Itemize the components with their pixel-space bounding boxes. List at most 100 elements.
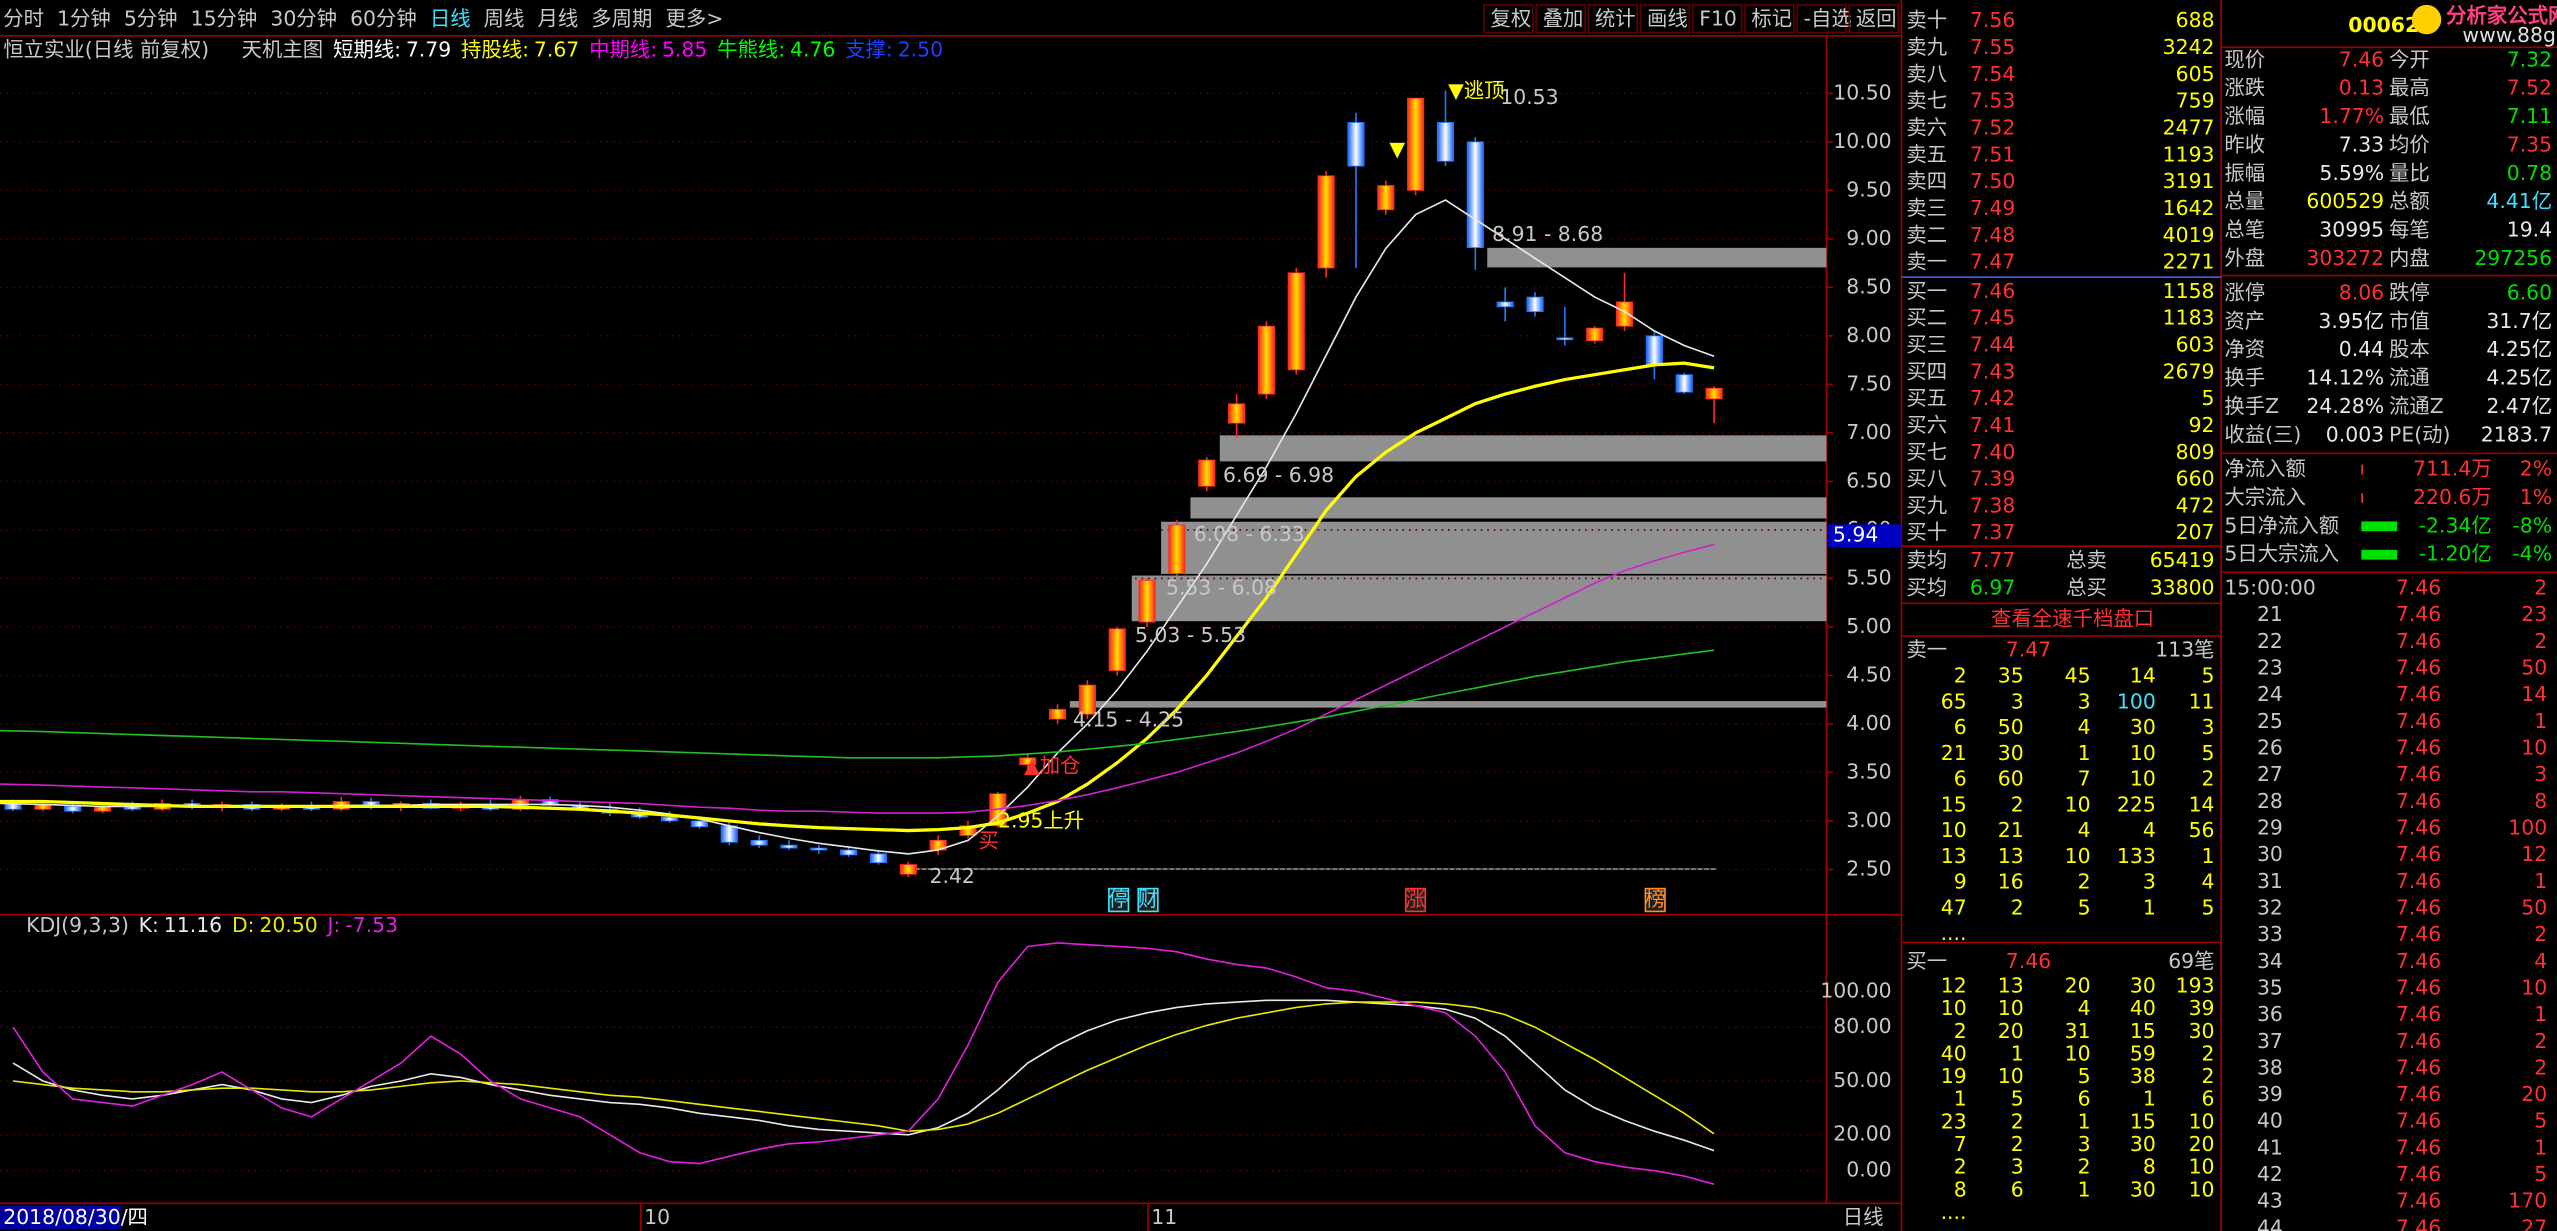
flow-value: -1.20亿 [2419,542,2492,566]
stat-label: 内盘 [2389,246,2430,270]
tick-volume: 14 [2521,682,2547,706]
tool-button[interactable]: 统计 [1595,7,1636,31]
candle-body [1466,141,1484,248]
queue-volume: 2 [2011,792,2024,816]
period-tab[interactable]: 周线 [484,7,525,31]
kdj-line [12,942,1715,1185]
tick-price: 7.46 [2396,602,2441,626]
queue-volume: 6 [1954,715,1967,739]
period-tab[interactable]: 15分钟 [191,7,258,31]
stat-value: 19.4 [2507,218,2552,242]
candle-body [661,816,679,822]
line-label: 支撑: [845,38,893,62]
stat-value: 24.28% [2306,394,2384,418]
queue-volume: 133 [2117,844,2156,868]
queue-volume: 5 [2078,1064,2091,1088]
tick-volume: 2 [2534,1055,2547,1079]
total-value: 33800 [2150,576,2215,600]
bid-label: 买五 [1906,386,1947,410]
tick-time: 24 [2257,682,2283,706]
tool-button[interactable]: 叠加 [1543,7,1584,31]
period-tab[interactable]: 分时 [3,7,44,31]
candle-body [1198,459,1216,487]
tick-price: 7.46 [2396,629,2441,653]
period-tab[interactable]: 日线 [430,7,471,31]
queue-label: 卖一 [1906,638,1947,662]
tick-price: 7.46 [2396,895,2441,919]
queue-volume: 39 [2189,996,2215,1020]
annotation: 5.53 - 6.08 [1166,576,1277,600]
queue-volume: 1 [2078,741,2091,765]
period-tab[interactable]: 60分钟 [350,7,417,31]
bid-price: 7.44 [1970,332,2015,356]
marker-box [1137,887,1159,913]
tick-price: 7.46 [2396,816,2441,840]
queue-volume: 30 [2130,715,2156,739]
stat-value: 4.41亿 [2486,189,2552,213]
tick-volume: 12 [2521,842,2547,866]
stat-label: 涨停 [2224,280,2265,304]
tool-button[interactable]: F10 [1699,7,1737,31]
flow-value: -2.34亿 [2419,513,2492,537]
marker-label: 停 [1108,887,1128,911]
tick-price: 7.46 [2396,975,2441,999]
tool-button[interactable]: -自选 [1804,7,1852,31]
ask-label: 卖一 [1906,250,1947,274]
queue-volume: 2 [2011,895,2024,919]
stat-value: 7.33 [2339,132,2384,156]
legend-label: J: [326,913,341,937]
stat-label: 总额 [2389,189,2430,213]
queue-volume: 5 [2202,664,2215,688]
y-tick-label: 4.00 [1846,711,1891,735]
period-tab[interactable]: 30分钟 [270,7,337,31]
queue-volume: 1 [2202,844,2215,868]
queue-volume: 1 [2143,895,2156,919]
ask-volume: 2477 [2163,115,2215,139]
period-tab[interactable]: 月线 [537,7,578,31]
queue-volume: 3 [2011,689,2024,713]
queue-volume: 10 [1941,818,1967,842]
tick-time: 34 [2257,949,2283,973]
ask-price: 7.55 [1970,35,2015,59]
tool-button[interactable]: 复权 [1490,7,1531,31]
tool-button[interactable]: 画线 [1647,7,1688,31]
tool-button-frame [1848,4,1899,34]
y-tick-label: 5.00 [1846,614,1891,638]
ma-line [0,543,1715,814]
y-tick-label: 20.00 [1833,1122,1891,1146]
bid-price: 7.39 [1970,467,2015,491]
ask-volume: 605 [2176,62,2215,86]
queue-volume: 9 [1954,870,1967,894]
logo-icon [2411,4,2442,35]
tick-price: 7.46 [2396,576,2441,600]
stat-value: 7.52 [2507,76,2552,100]
ask-volume: 3242 [2163,35,2215,59]
stat-label: 总笔 [2224,218,2265,242]
period-tab[interactable]: 1分钟 [57,7,111,31]
queue-volume: 20 [1998,1019,2024,1043]
tick-time: 44 [2257,1215,2283,1231]
period-tab[interactable]: 5分钟 [124,7,178,31]
ask-label: 卖十 [1906,8,1947,32]
tick-price: 7.46 [2396,1055,2441,1079]
annotation: 5.03 - 5.53 [1135,623,1246,647]
bid-price: 7.37 [1970,520,2015,544]
flow-bar [2361,493,2363,503]
tool-button[interactable]: 标记 [1751,7,1792,31]
stat-label: 最高 [2389,76,2430,100]
tool-button[interactable]: 返回 [1856,7,1897,31]
ask-label: 卖三 [1906,196,1947,220]
stat-value: 14.12% [2306,366,2384,390]
tick-price: 7.46 [2396,762,2441,786]
stat-label: 收益(三) [2224,422,2301,446]
ask-price: 7.54 [1970,62,2015,86]
bid-volume: 2679 [2163,359,2215,383]
book-button[interactable] [1974,604,2171,635]
depth-button[interactable]: 查看全速千档盘口 [1991,607,2154,631]
period-tab[interactable]: 更多> [665,7,723,31]
tick-volume: 2 [2534,1029,2547,1053]
candle-body [690,820,708,828]
period-tab[interactable]: 多周期 [591,7,652,31]
queue-volume: 30 [2130,973,2156,997]
tick-volume: 10 [2521,975,2547,999]
